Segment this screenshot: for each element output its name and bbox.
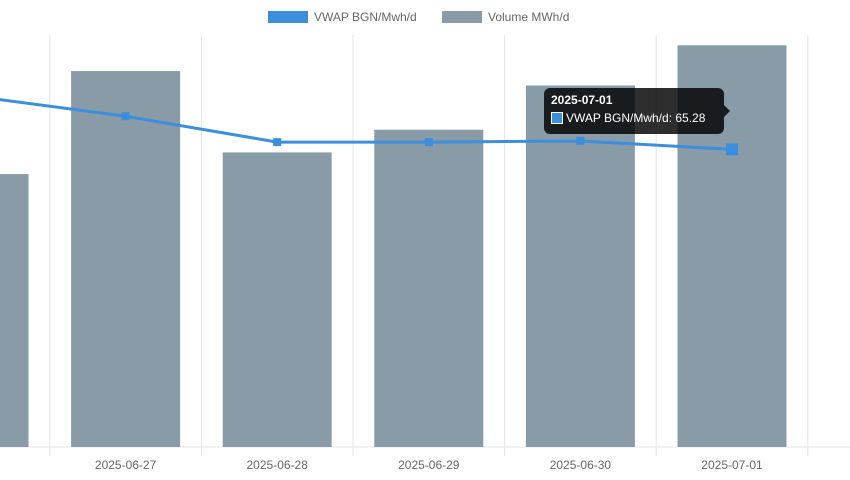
tooltip-title: 2025-07-01 — [551, 93, 613, 107]
x-tick-label: 2025-06-30 — [550, 458, 612, 472]
legend-swatch-volume — [442, 11, 482, 23]
x-tick-label: 2025-06-28 — [247, 458, 309, 472]
legend-swatch-vwap — [268, 11, 308, 23]
vwap-line — [0, 98, 738, 156]
volume-bar[interactable] — [525, 85, 635, 447]
legend-item-vwap[interactable]: VWAP BGN/Mwh/d — [268, 7, 417, 27]
volume-bars — [0, 45, 787, 448]
vwap-point[interactable] — [273, 138, 282, 147]
volume-bar[interactable] — [222, 152, 332, 448]
vwap-point[interactable] — [576, 136, 585, 145]
vwap-point[interactable] — [121, 112, 130, 121]
volume-bar[interactable] — [0, 174, 29, 448]
legend-item-volume[interactable]: Volume MWh/d — [442, 7, 569, 27]
legend: VWAP BGN/Mwh/d Volume MWh/d — [0, 7, 850, 27]
vwap-point[interactable] — [424, 138, 433, 147]
tooltip-body: VWAP BGN/Mwh/d: 65.28 — [551, 111, 705, 125]
x-tick-label: 2025-06-29 — [398, 458, 460, 472]
volume-bar[interactable] — [374, 129, 484, 447]
legend-label-vwap: VWAP BGN/Mwh/d — [314, 10, 417, 24]
x-tick-label: 2025-07-01 — [701, 458, 763, 472]
vwap-series-line — [0, 98, 733, 151]
x-axis-ticks: 62025-06-272025-06-282025-06-292025-06-3… — [95, 458, 763, 472]
tooltip-swatch — [551, 112, 563, 124]
tooltip-value: VWAP BGN/Mwh/d: 65.28 — [566, 111, 706, 125]
legend-label-volume: Volume MWh/d — [488, 10, 570, 24]
x-tick-label: 2025-06-27 — [95, 458, 157, 472]
vwap-point[interactable] — [726, 143, 738, 156]
tooltip: 2025-07-01 VWAP BGN/Mwh/d: 65.28 — [544, 88, 730, 134]
volume-bar[interactable] — [71, 71, 181, 448]
